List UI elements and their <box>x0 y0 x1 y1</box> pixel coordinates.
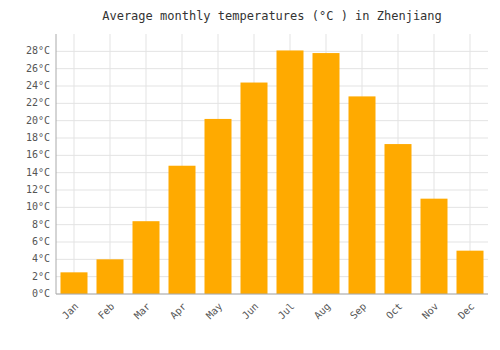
x-tick-label: Jun <box>240 301 261 322</box>
bar <box>205 119 232 294</box>
y-axis-line <box>56 34 57 294</box>
grid <box>56 34 488 294</box>
y-tick-label: 14°C <box>26 167 50 178</box>
x-tick-label: Apr <box>168 301 189 322</box>
y-grid-line <box>56 172 488 173</box>
bar <box>313 53 340 294</box>
y-tick-label: 10°C <box>26 201 50 212</box>
bar <box>457 251 484 294</box>
bar <box>169 166 196 294</box>
y-grid-line <box>56 294 488 295</box>
y-tick-label: 8°C <box>32 219 50 230</box>
bar <box>61 272 88 294</box>
x-tick-label: Oct <box>384 301 405 322</box>
x-tick-label: Dec <box>456 301 477 322</box>
y-tick-label: 24°C <box>26 80 50 91</box>
y-grid-line <box>56 103 488 104</box>
chart: Average monthly temperatures (°C ) in Zh… <box>0 0 500 350</box>
y-grid-line <box>56 68 488 69</box>
x-tick-label: Jul <box>276 301 297 322</box>
y-grid-line <box>56 190 488 191</box>
title: Average monthly temperatures (°C ) in Zh… <box>102 9 442 23</box>
x-tick-label: Mar <box>132 301 153 322</box>
y-tick-label: 28°C <box>26 45 50 56</box>
x-tick-label: Jan <box>60 301 81 322</box>
x-grid-line <box>110 34 111 294</box>
y-tick-label: 26°C <box>26 63 50 74</box>
x-tick-label: Feb <box>96 301 117 322</box>
bars <box>61 50 484 294</box>
x-tick-label: May <box>204 301 225 322</box>
bar <box>241 83 268 294</box>
y-tick-label: 2°C <box>32 271 50 282</box>
bar <box>349 96 376 294</box>
bar <box>385 144 412 294</box>
y-tick-label: 6°C <box>32 236 50 247</box>
y-tick-label: 18°C <box>26 132 50 143</box>
chart-container: Average monthly temperatures (°C ) in Zh… <box>0 0 500 350</box>
y-grid-line <box>56 155 488 156</box>
x-tick-label: Sep <box>348 301 369 322</box>
y-tick-label: 22°C <box>26 97 50 108</box>
y-grid-line <box>56 86 488 87</box>
bar <box>97 259 124 294</box>
y-tick-label: 4°C <box>32 253 50 264</box>
bar <box>133 221 160 294</box>
y-tick-label: 20°C <box>26 115 50 126</box>
y-tick-label: 12°C <box>26 184 50 195</box>
x-tick-label: Aug <box>312 301 333 322</box>
bar <box>277 50 304 294</box>
x-axis-line <box>56 294 488 295</box>
y-grid-line <box>56 51 488 52</box>
bar <box>421 199 448 294</box>
y-grid-line <box>56 138 488 139</box>
y-tick-label: 0°C <box>32 288 50 299</box>
y-grid-line <box>56 120 488 121</box>
x-tick-label: Nov <box>420 301 441 322</box>
y-tick-label: 16°C <box>26 149 50 160</box>
x-grid-line <box>74 34 75 294</box>
